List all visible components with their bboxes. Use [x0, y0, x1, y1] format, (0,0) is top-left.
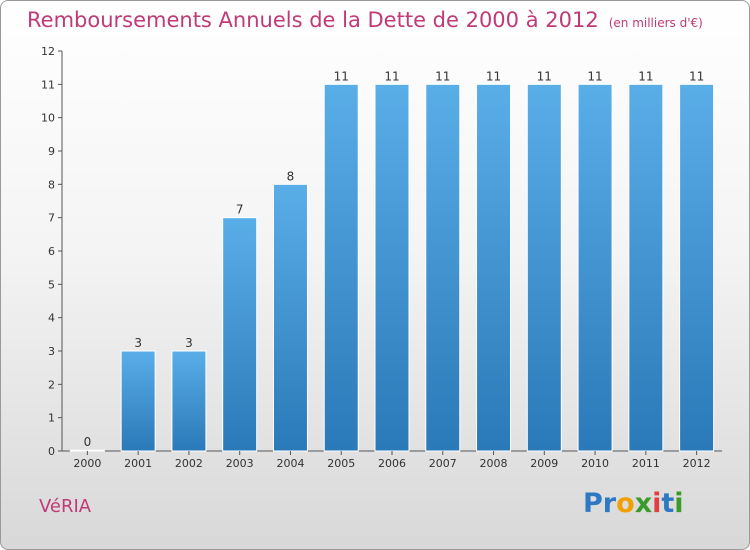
bar [679, 83, 715, 452]
y-tick-label: 2 [48, 378, 55, 391]
chart-title: Remboursements Annuels de la Dette de 20… [27, 8, 703, 32]
bar [171, 350, 207, 452]
logo-letter: i [652, 488, 662, 519]
x-tick-label: 2010 [581, 457, 609, 470]
bar [526, 83, 562, 452]
data-label: 7 [236, 203, 244, 217]
logo-letter: r [602, 488, 617, 519]
data-label: 3 [134, 336, 142, 350]
x-tick-label: 2005 [327, 457, 355, 470]
y-tick-label: 5 [48, 278, 55, 291]
y-tick-label: 3 [48, 345, 55, 358]
data-label: 11 [384, 69, 399, 83]
data-label: 3 [185, 336, 193, 350]
x-tick-label: 2001 [124, 457, 152, 470]
bar [628, 83, 664, 452]
bar [272, 183, 308, 452]
logo-letter: t [661, 488, 675, 519]
data-label: 11 [486, 69, 501, 83]
bar [120, 350, 156, 452]
data-label: 11 [537, 69, 552, 83]
data-label: 11 [334, 69, 349, 83]
y-tick-label: 10 [41, 112, 55, 125]
data-label: 0 [84, 435, 92, 449]
y-tick-label: 8 [48, 178, 55, 191]
x-tick-label: 2006 [378, 457, 406, 470]
x-tick-label: 2004 [276, 457, 304, 470]
y-tick-label: 4 [48, 312, 55, 325]
bar [323, 83, 359, 452]
x-tick-label: 2000 [73, 457, 101, 470]
bar [69, 449, 105, 452]
bar [374, 83, 410, 452]
data-label: 8 [287, 169, 295, 183]
data-label: 11 [689, 69, 704, 83]
x-tick-label: 2011 [632, 457, 660, 470]
x-tick-label: 2003 [226, 457, 254, 470]
x-tick-label: 2012 [683, 457, 711, 470]
y-tick-label: 12 [41, 45, 55, 58]
title-text: Remboursements Annuels de la Dette de 20… [27, 8, 599, 32]
bar [425, 83, 461, 452]
y-tick-label: 7 [48, 212, 55, 225]
y-tick-label: 6 [48, 245, 55, 258]
commune-name: VéRIA [39, 496, 92, 517]
y-tick-label: 0 [48, 445, 55, 458]
y-tick-label: 1 [48, 412, 55, 425]
x-tick-label: 2007 [429, 457, 457, 470]
logo-letter: P [583, 488, 603, 519]
y-tick-label: 11 [41, 78, 55, 91]
data-label: 11 [638, 69, 653, 83]
x-tick-label: 2002 [175, 457, 203, 470]
data-label: 11 [587, 69, 602, 83]
bar [476, 83, 512, 452]
data-label: 11 [435, 69, 450, 83]
logo-letter: x [634, 488, 653, 519]
proxiti-logo: Proxiti [583, 488, 684, 519]
y-tick-label: 9 [48, 145, 55, 158]
x-tick-label: 2009 [530, 457, 558, 470]
logo-letter: i [674, 488, 684, 519]
logo-letter: o [616, 488, 635, 519]
bar [577, 83, 613, 452]
bar [222, 217, 258, 452]
unit-text: (en milliers d'€) [608, 16, 703, 30]
x-tick-label: 2008 [480, 457, 508, 470]
